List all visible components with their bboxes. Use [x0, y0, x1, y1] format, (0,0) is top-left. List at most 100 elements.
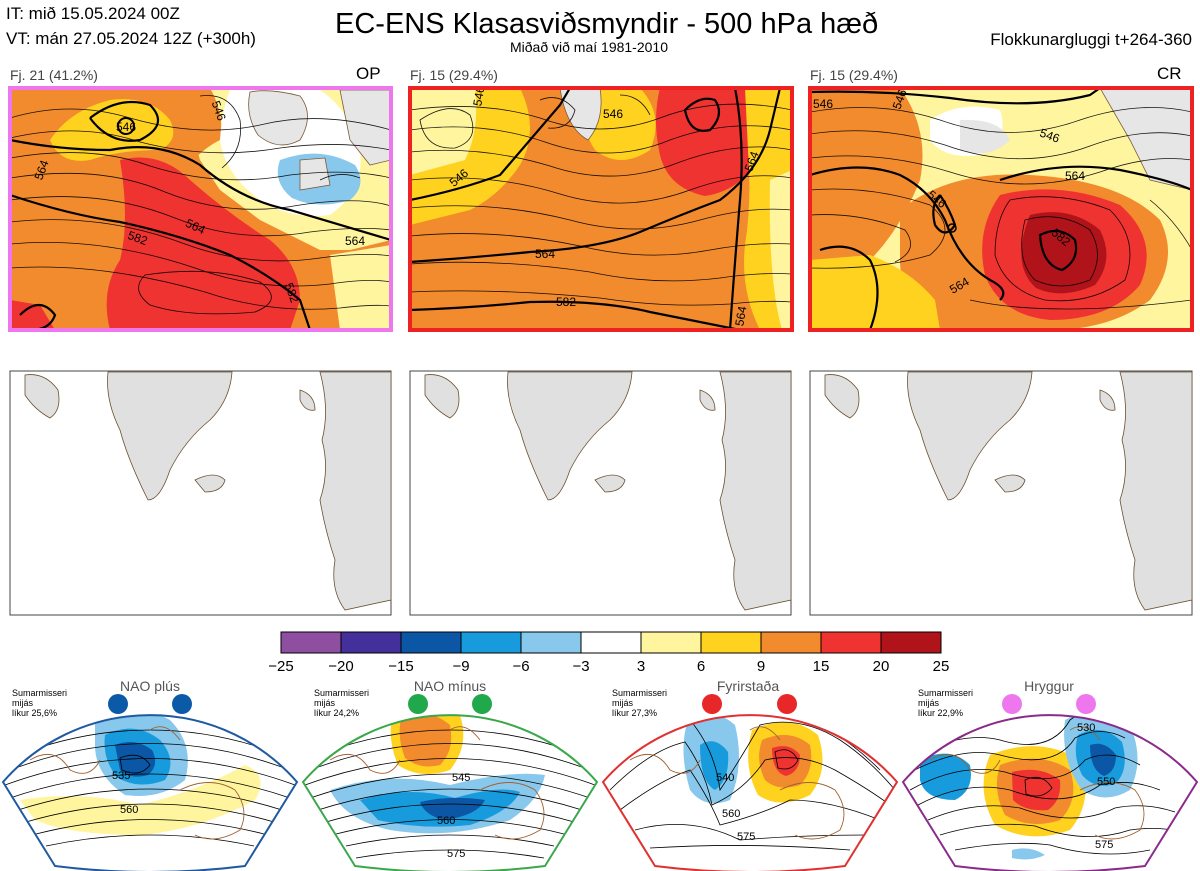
- regime-likelihood: líkur 24,2%: [314, 708, 359, 718]
- colorbar-segment: [580, 631, 642, 654]
- contour-564: [999, 165, 1192, 192]
- colorbar-tick-label: 6: [697, 658, 705, 675]
- colorbar-tick-label: −15: [388, 658, 413, 675]
- cluster-panel-1: 546 564 564 582 582 564 546: [10, 88, 391, 330]
- page-title: EC-ENS Klasasviðsmyndir - 500 hPa hæð: [335, 8, 879, 40]
- contour-label: 546: [603, 107, 623, 121]
- colorbar: −25 −20 −15 −9 −6 −3 3 6 9 15 20 25: [268, 631, 950, 675]
- regime-dot: [777, 694, 797, 714]
- cluster-panel-border: [808, 86, 1194, 332]
- regime-mean: mijás: [612, 698, 634, 708]
- colorbar-segment: [520, 631, 582, 654]
- contour-label: 575: [737, 831, 755, 843]
- base-map-2: [409, 370, 792, 616]
- contour-546: [89, 100, 160, 142]
- cluster-panel-border: [8, 86, 393, 332]
- contour-582: [410, 300, 741, 330]
- regime-panel-blocking: 540 560 575 Fyrirstaða Sumarmisseri mijá…: [601, 678, 899, 871]
- colorbar-segment: [640, 631, 702, 654]
- classification-window: Flokkunargluggi t+264-360: [990, 30, 1192, 49]
- contour-564: [810, 166, 1005, 301]
- regime-dot: [108, 694, 128, 714]
- page-subtitle: Miðað við maí 1981-2010: [510, 39, 668, 55]
- contour-label: 545: [452, 772, 470, 784]
- contour-label: 564: [1065, 169, 1085, 183]
- contour-564: [10, 138, 391, 242]
- regime-season: Sumarmisseri: [314, 688, 369, 698]
- contour-label: 546: [890, 87, 910, 111]
- regime-panel-ridge: 530 550 575 Hryggur Sumarmisseri mijás l…: [901, 678, 1199, 871]
- contour-label: 550: [1097, 776, 1115, 788]
- colorbar-tick-label: −3: [572, 658, 589, 675]
- anomaly-positive-area: [810, 88, 923, 285]
- colorbar-segment: [700, 631, 762, 654]
- contour-label: 530: [1077, 722, 1095, 734]
- contour-label: 582: [126, 228, 150, 248]
- contour-label: 575: [1095, 839, 1113, 851]
- regime-season: Sumarmisseri: [612, 688, 667, 698]
- contour-label: 582: [282, 281, 302, 305]
- contour-label: 546: [813, 97, 833, 111]
- contour-label: 546: [1038, 126, 1062, 146]
- regime-mean: mijás: [314, 698, 336, 708]
- regime-likelihood: líkur 22,9%: [918, 708, 963, 718]
- cluster-label-1: Fj. 21 (41.2%): [10, 67, 98, 83]
- regime-mean: mijás: [12, 698, 34, 708]
- regime-likelihood: líkur 27,3%: [612, 708, 657, 718]
- regime-dot: [408, 694, 428, 714]
- regime-frame: [1, 714, 299, 871]
- contour-label: 560: [722, 808, 740, 820]
- colorbar-segment: [340, 631, 402, 654]
- cluster-panel-2: 546 546 546 564 564 582 564: [410, 85, 792, 330]
- contour-label: 564: [32, 158, 52, 182]
- anomaly-weak-area: [50, 99, 174, 161]
- contour-label: 546: [470, 85, 487, 107]
- base-map-1: [9, 370, 392, 616]
- cluster-label-3: Fj. 15 (29.4%): [810, 67, 898, 83]
- regime-season: Sumarmisseri: [918, 688, 973, 698]
- contour-546: [410, 88, 571, 202]
- regime-dot: [172, 694, 192, 714]
- contour-label: 560: [437, 815, 455, 827]
- regime-panel-nao-plus: 535 560 NAO plús Sumarmisseri mijás líku…: [1, 678, 299, 871]
- regime-likelihood: líkur 25,6%: [12, 708, 57, 718]
- regime-dot: [1002, 694, 1022, 714]
- colorbar-tick-label: −9: [452, 658, 469, 675]
- anomaly-strong-area: [656, 88, 765, 196]
- contour-label: 560: [120, 804, 138, 816]
- contour-546: [810, 88, 1101, 105]
- regime-dot: [1076, 694, 1096, 714]
- initial-time: IT: mið 15.05.2024 00Z: [6, 4, 180, 23]
- regime-mean: mijás: [918, 698, 940, 708]
- colorbar-segment: [880, 631, 942, 654]
- regime-frame: [601, 714, 899, 871]
- colorbar-tick-label: 25: [933, 658, 950, 675]
- cluster-tag-3: CR: [1157, 64, 1182, 83]
- contour-564: [728, 88, 743, 330]
- contour-closed: [683, 97, 721, 132]
- colorbar-segment: [400, 631, 462, 654]
- regime-frame: [901, 714, 1199, 871]
- contour-label: 540: [716, 772, 734, 784]
- anomaly-extreme-area: [1021, 212, 1107, 294]
- colorbar-segment: [760, 631, 822, 654]
- regime-title: Fyrirstaða: [717, 678, 779, 694]
- contour-582: [10, 193, 312, 330]
- colorbar-tick-label: 3: [637, 658, 645, 675]
- contour-label: 564: [742, 149, 762, 173]
- contour-label: 564: [732, 305, 749, 327]
- colorbar-tick-label: 20: [873, 658, 890, 675]
- valid-time: VT: mán 27.05.2024 12Z (+300h): [6, 29, 256, 48]
- contour-label: 575: [447, 848, 465, 860]
- regime-title: NAO mínus: [414, 678, 486, 694]
- contour-closed: [819, 245, 879, 330]
- colorbar-tick-label: −6: [512, 658, 529, 675]
- contour-label: 564: [535, 247, 555, 261]
- anomaly-strong-area: [106, 157, 301, 330]
- regime-frame: [301, 714, 599, 871]
- colorbar-tick-label: −25: [268, 658, 293, 675]
- contour-564: [410, 88, 782, 264]
- colorbar-tick-label: 9: [757, 658, 765, 675]
- contour-label: 582: [556, 295, 576, 309]
